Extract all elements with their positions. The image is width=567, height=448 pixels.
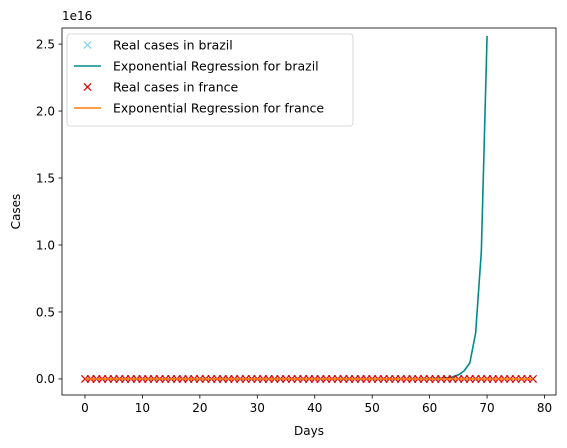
legend-box [66, 33, 354, 127]
data-point [80, 374, 90, 383]
x-tick-label: 30 [250, 401, 265, 415]
x-tick-label: 70 [479, 401, 494, 415]
y-tick-label: 2.0 [36, 104, 55, 118]
plot-marks [80, 36, 538, 383]
plot-frame [61, 27, 557, 396]
x-tick-label: 10 [135, 401, 150, 415]
x-tick-label: 40 [307, 401, 322, 415]
legend-label: Real cases in brazil [113, 38, 233, 53]
legend-label: Exponential Regression for brazil [113, 59, 319, 74]
y-tick-label: 1.0 [36, 238, 55, 252]
legend-marker-swatch [83, 82, 92, 92]
y-axis-ticks: 0.0 0.5 1.0 1.5 2.0 2.5 [36, 37, 62, 386]
legend-label: Real cases in france [113, 80, 239, 95]
x-tick-label: 60 [422, 401, 437, 415]
x-axis-label: Days [294, 424, 324, 438]
legend-label: Exponential Regression for france [113, 101, 324, 116]
legend-item: Exponential Regression for france [74, 101, 324, 116]
legend-item: Real cases in france [83, 80, 239, 95]
y-offset-label: 1e16 [62, 9, 92, 23]
x-axis-ticks: 0 10 20 30 40 50 60 70 80 [81, 395, 552, 415]
x-tick-label: 80 [537, 401, 552, 415]
legend: Real cases in brazil Exponential Regressi… [66, 33, 354, 127]
y-tick-label: 1.5 [36, 171, 55, 185]
legend-item: Real cases in brazil [83, 38, 233, 53]
y-tick-label: 0.5 [36, 305, 55, 319]
x-tick-label: 20 [192, 401, 207, 415]
y-axis-label: Cases [9, 194, 23, 230]
x-tick-label: 0 [81, 401, 89, 415]
y-tick-label: 2.5 [36, 37, 55, 51]
legend-marker-swatch [83, 40, 92, 50]
legend-item: Exponential Regression for brazil [74, 59, 319, 74]
y-tick-label: 0.0 [36, 372, 55, 386]
x-tick-label: 50 [365, 401, 380, 415]
